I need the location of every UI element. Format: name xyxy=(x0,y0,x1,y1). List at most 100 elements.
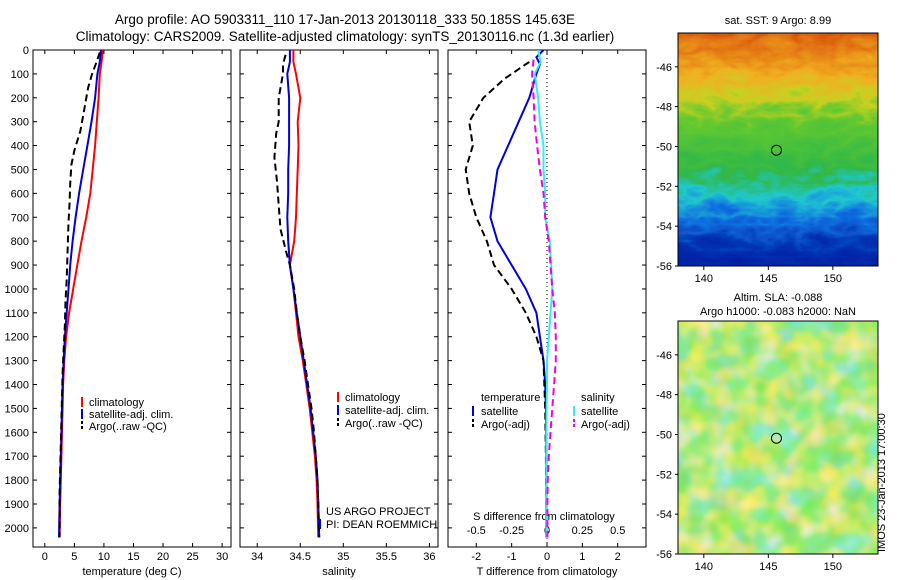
y-tick-label: 1300 xyxy=(5,356,29,368)
legend-title-salinity: salinity xyxy=(581,392,615,404)
map-x-tick-label: 145 xyxy=(759,273,777,285)
temperature-plot-frame xyxy=(32,49,232,548)
y-tick-label: 1900 xyxy=(5,499,29,511)
top-tick-label: -0.5 xyxy=(467,525,486,537)
legend-label-t-argo: Argo(-adj) xyxy=(481,419,530,431)
map-y-tick-label: -46 xyxy=(656,350,672,362)
y-tick-label: 1600 xyxy=(5,427,29,439)
series-line-argo-raw-qc- xyxy=(273,54,321,538)
figure-title-line-2: Climatology: CARS2009. Satellite-adjuste… xyxy=(75,29,615,44)
x-tick-label: 1 xyxy=(579,551,585,563)
map-x-tick-label: 140 xyxy=(695,273,713,285)
sst-map-frame xyxy=(677,32,879,267)
top-axis-label: S difference from climatology xyxy=(473,511,615,523)
series-line-argo-adj- xyxy=(464,61,548,538)
map-y-tick-label: -56 xyxy=(656,261,672,273)
y-tick-label: 1700 xyxy=(5,451,29,463)
map-y-tick-label: -56 xyxy=(656,549,672,561)
x-tick-label: -2 xyxy=(471,551,481,563)
y-tick-label: 800 xyxy=(11,236,29,248)
temperature-legend: climatology satellite-adj. clim. Argo(..… xyxy=(81,397,173,433)
sla-map-field xyxy=(678,321,878,554)
y-tick-label: 400 xyxy=(11,141,29,153)
figure-title-line-1: Argo profile: AO 5903311_110 17-Jan-2013… xyxy=(114,12,576,27)
top-tick-label: 0.5 xyxy=(610,525,625,537)
x-axis-label: salinity xyxy=(322,566,356,578)
map-y-tick-label: -48 xyxy=(656,390,672,402)
imos-timestamp: IMOS 23-Jan-2013 17:00:30 xyxy=(876,413,888,552)
sst-map-field xyxy=(678,33,878,266)
project-annotation: US ARGO PROJECT xyxy=(326,506,431,518)
map-y-tick-label: -54 xyxy=(656,509,672,521)
map-y-tick-label: -54 xyxy=(656,221,672,233)
salinity-plot-frame xyxy=(239,49,439,548)
series-line-satellite xyxy=(489,50,548,538)
legend-label-climatology: climatology xyxy=(89,397,145,409)
map-y-tick-label: -48 xyxy=(656,102,672,114)
x-axis-label: temperature (deg C) xyxy=(82,566,181,578)
x-tick-label: 36 xyxy=(423,551,435,563)
y-tick-label: 600 xyxy=(11,188,29,200)
map-y-tick-label: -46 xyxy=(656,62,672,74)
legend-title-temperature: temperature xyxy=(481,392,540,404)
legend-label-satellite-adj: satellite-adj. clim. xyxy=(345,405,429,417)
y-tick-label: 1400 xyxy=(5,380,29,392)
salinity-legend: climatology satellite-adj. clim. Argo(..… xyxy=(319,392,437,531)
top-tick-label: 0.25 xyxy=(572,525,593,537)
map-x-tick-label: 150 xyxy=(824,273,842,285)
sst-map-title: sat. SST: 9 Argo: 8.99 xyxy=(725,15,831,27)
y-tick-label: 100 xyxy=(11,69,29,81)
legend-label-s-argo: Argo(-adj) xyxy=(581,419,630,431)
y-tick-label: 2000 xyxy=(5,523,29,535)
map-y-tick-label: -52 xyxy=(656,469,672,481)
series-line-satellite-adj-clim- xyxy=(286,50,321,538)
sla-argo-location-marker xyxy=(770,432,782,444)
y-tick-label: 500 xyxy=(11,164,29,176)
y-tick-label: 200 xyxy=(11,93,29,105)
sla-map-title-line-2: Argo h1000: -0.083 h2000: NaN xyxy=(700,306,856,318)
x-tick-label: 5 xyxy=(71,551,77,563)
map-y-tick-label: -50 xyxy=(656,430,672,442)
x-tick-label: 25 xyxy=(186,551,198,563)
legend-label-satellite-adj: satellite-adj. clim. xyxy=(89,409,173,421)
map-x-tick-label: 145 xyxy=(759,561,777,573)
x-tick-label: 15 xyxy=(127,551,139,563)
y-tick-label: 1500 xyxy=(5,403,29,415)
legend-label-argo: Argo(..raw -QC) xyxy=(89,421,167,433)
series-line-argo-raw-qc- xyxy=(58,52,101,538)
x-tick-label: 0 xyxy=(544,551,550,563)
y-tick-label: 900 xyxy=(11,260,29,272)
difference-legend: temperature satellite Argo(-adj) salinit… xyxy=(472,392,630,431)
x-tick-label: 20 xyxy=(157,551,169,563)
x-tick-label: 35.5 xyxy=(376,551,397,563)
x-tick-label: 34.5 xyxy=(290,551,311,563)
map-y-tick-label: -52 xyxy=(656,181,672,193)
x-axis-label: T difference from climatology xyxy=(477,566,618,578)
x-tick-label: 34 xyxy=(251,551,263,563)
y-tick-label: 0 xyxy=(23,45,29,57)
series-line-argo-adj- xyxy=(531,59,557,538)
pi-annotation: PI: DEAN ROEMMICH xyxy=(326,519,437,531)
y-tick-label: 1100 xyxy=(5,308,29,320)
x-tick-label: 2 xyxy=(615,551,621,563)
series-line-satellite xyxy=(533,50,554,538)
legend-label-climatology: climatology xyxy=(345,392,401,404)
map-y-tick-label: -50 xyxy=(656,142,672,154)
sla-map-title-line-1: Altim. SLA: -0.088 xyxy=(734,292,823,304)
map-x-tick-label: 140 xyxy=(695,561,713,573)
legend-label-argo: Argo(..raw -QC) xyxy=(345,418,423,430)
top-tick-label: -0.25 xyxy=(499,525,524,537)
x-tick-label: 35 xyxy=(337,551,349,563)
x-tick-label: 10 xyxy=(98,551,110,563)
legend-label-t-satellite: satellite xyxy=(481,406,518,418)
x-tick-label: 30 xyxy=(216,551,228,563)
y-tick-label: 700 xyxy=(11,212,29,224)
y-tick-label: 1800 xyxy=(5,475,29,487)
sst-argo-location-marker xyxy=(770,144,782,156)
legend-label-s-satellite: satellite xyxy=(581,406,618,418)
x-tick-label: -1 xyxy=(507,551,517,563)
x-tick-label: 0 xyxy=(42,551,48,563)
map-x-tick-label: 150 xyxy=(824,561,842,573)
sla-map-frame xyxy=(677,320,879,555)
